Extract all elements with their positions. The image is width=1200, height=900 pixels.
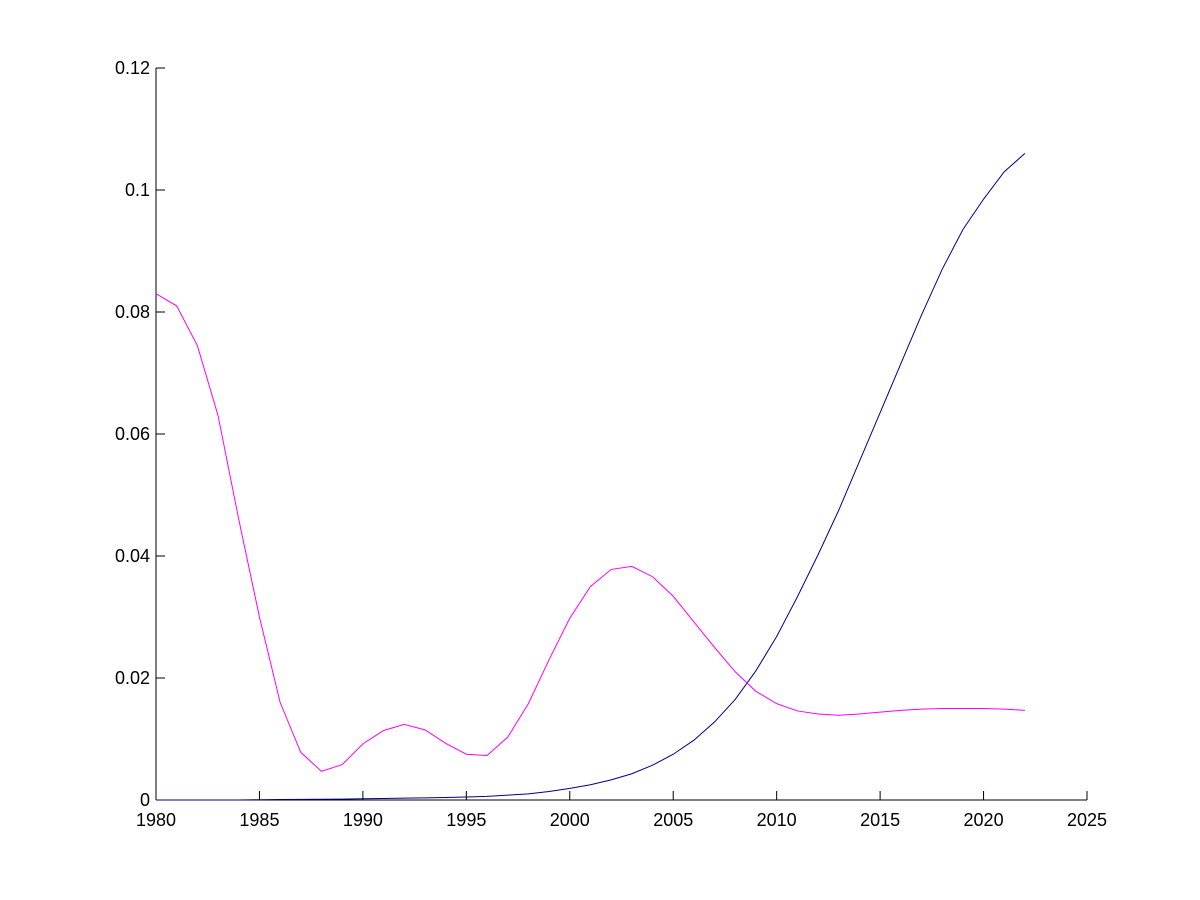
x-tick-label: 2025 (1067, 810, 1107, 830)
x-tick-label: 2005 (653, 810, 693, 830)
x-tick-label: 2000 (550, 810, 590, 830)
y-tick-label: 0.06 (115, 424, 150, 444)
x-tick-label: 2015 (860, 810, 900, 830)
y-tick-label: 0 (140, 790, 150, 810)
y-tick-label: 0.04 (115, 546, 150, 566)
x-tick-label: 1985 (239, 810, 279, 830)
y-tick-label: 0.12 (115, 58, 150, 78)
x-tick-label: 2020 (964, 810, 1004, 830)
y-tick-label: 0.1 (125, 180, 150, 200)
x-tick-label: 1980 (136, 810, 176, 830)
y-tick-label: 0.02 (115, 668, 150, 688)
x-tick-label: 2010 (757, 810, 797, 830)
line-series (155, 293, 1025, 772)
y-tick-label: 0.08 (115, 302, 150, 322)
x-tick-label: 1990 (343, 810, 383, 830)
line-series (156, 153, 1026, 801)
x-tick-label: 1995 (446, 810, 486, 830)
